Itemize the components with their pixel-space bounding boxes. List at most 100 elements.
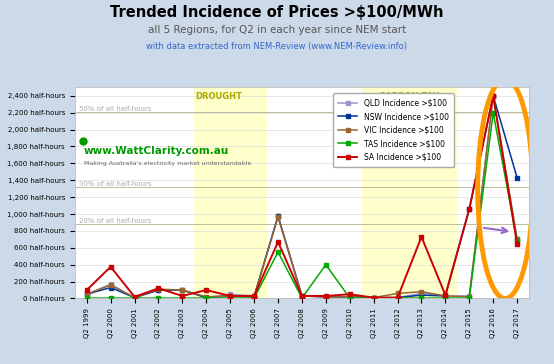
QLD Incidence >$100 xyxy=(370,296,377,300)
QLD Incidence >$100 xyxy=(442,294,449,298)
SA Incidence >$100 xyxy=(346,292,353,296)
TAS Incidence >$100 xyxy=(490,111,496,115)
NSW Incidence >$100 xyxy=(227,294,234,298)
SA Incidence >$100 xyxy=(227,294,234,298)
SA Incidence >$100 xyxy=(251,294,258,298)
Line: QLD Incidence >$100: QLD Incidence >$100 xyxy=(85,94,519,299)
Text: 30% of all half-hours: 30% of all half-hours xyxy=(79,181,152,187)
VIC Incidence >$100 xyxy=(442,294,449,298)
Text: CARBON TAX: CARBON TAX xyxy=(379,92,440,100)
VIC Incidence >$100 xyxy=(275,215,281,219)
VIC Incidence >$100 xyxy=(84,292,90,296)
TAS Incidence >$100 xyxy=(322,262,329,267)
NSW Incidence >$100 xyxy=(322,294,329,299)
SA Incidence >$100 xyxy=(179,294,186,298)
TAS Incidence >$100 xyxy=(299,296,305,300)
Bar xyxy=(194,87,266,298)
QLD Incidence >$100 xyxy=(466,294,473,298)
VIC Incidence >$100 xyxy=(394,291,401,296)
TAS Incidence >$100 xyxy=(275,250,281,254)
NSW Incidence >$100 xyxy=(179,288,186,292)
TAS Incidence >$100 xyxy=(84,296,90,300)
QLD Incidence >$100 xyxy=(131,296,138,300)
TAS Incidence >$100 xyxy=(251,296,258,300)
VIC Incidence >$100 xyxy=(131,296,138,300)
QLD Incidence >$100 xyxy=(179,288,186,292)
QLD Incidence >$100 xyxy=(275,214,281,218)
SA Incidence >$100 xyxy=(442,293,449,297)
TAS Incidence >$100 xyxy=(131,296,138,300)
QLD Incidence >$100 xyxy=(490,94,496,98)
NSW Incidence >$100 xyxy=(370,296,377,300)
QLD Incidence >$100 xyxy=(155,288,162,292)
TAS Incidence >$100 xyxy=(394,296,401,300)
VIC Incidence >$100 xyxy=(370,296,377,300)
SA Incidence >$100 xyxy=(203,288,209,292)
NSW Incidence >$100 xyxy=(490,94,496,98)
SA Incidence >$100 xyxy=(84,288,90,292)
TAS Incidence >$100 xyxy=(418,296,425,300)
TAS Incidence >$100 xyxy=(466,296,473,300)
SA Incidence >$100 xyxy=(322,294,329,298)
VIC Incidence >$100 xyxy=(155,287,162,291)
NSW Incidence >$100 xyxy=(131,296,138,300)
NSW Incidence >$100 xyxy=(299,294,305,298)
TAS Incidence >$100 xyxy=(370,296,377,300)
Bar xyxy=(362,87,458,298)
TAS Incidence >$100 xyxy=(203,296,209,300)
TAS Incidence >$100 xyxy=(107,296,114,300)
NSW Incidence >$100 xyxy=(346,294,353,299)
Line: VIC Incidence >$100: VIC Incidence >$100 xyxy=(85,94,519,299)
NSW Incidence >$100 xyxy=(107,285,114,290)
VIC Incidence >$100 xyxy=(514,237,520,242)
Text: all 5 Regions, for Q2 in each year since NEM start: all 5 Regions, for Q2 in each year since… xyxy=(148,25,406,35)
VIC Incidence >$100 xyxy=(346,294,353,299)
QLD Incidence >$100 xyxy=(346,294,353,299)
VIC Incidence >$100 xyxy=(107,283,114,287)
Text: 20% of all half-hours: 20% of all half-hours xyxy=(79,218,152,224)
SA Incidence >$100 xyxy=(275,240,281,244)
Line: SA Incidence >$100: SA Incidence >$100 xyxy=(85,94,519,299)
NSW Incidence >$100 xyxy=(275,214,281,218)
Text: Making Australia's electricity market understandable: Making Australia's electricity market un… xyxy=(84,161,251,166)
SA Incidence >$100 xyxy=(418,235,425,239)
NSW Incidence >$100 xyxy=(466,207,473,211)
QLD Incidence >$100 xyxy=(514,237,520,242)
VIC Incidence >$100 xyxy=(490,94,496,98)
QLD Incidence >$100 xyxy=(84,292,90,296)
Text: DROUGHT: DROUGHT xyxy=(195,92,242,100)
SA Incidence >$100 xyxy=(466,207,473,211)
NSW Incidence >$100 xyxy=(84,292,90,296)
NSW Incidence >$100 xyxy=(251,294,258,299)
QLD Incidence >$100 xyxy=(203,296,209,300)
VIC Incidence >$100 xyxy=(466,294,473,299)
TAS Incidence >$100 xyxy=(227,296,234,300)
Text: with data extracted from NEM-Review (www.NEM-Review.info): with data extracted from NEM-Review (www… xyxy=(146,42,408,51)
NSW Incidence >$100 xyxy=(203,296,209,300)
VIC Incidence >$100 xyxy=(203,294,209,299)
VIC Incidence >$100 xyxy=(179,288,186,292)
Line: NSW Incidence >$100: NSW Incidence >$100 xyxy=(85,94,519,299)
SA Incidence >$100 xyxy=(370,296,377,300)
SA Incidence >$100 xyxy=(490,94,496,98)
Text: 50% of all half-hours: 50% of all half-hours xyxy=(79,106,152,112)
TAS Incidence >$100 xyxy=(346,296,353,300)
QLD Incidence >$100 xyxy=(394,296,401,300)
NSW Incidence >$100 xyxy=(155,288,162,292)
TAS Incidence >$100 xyxy=(155,296,162,300)
VIC Incidence >$100 xyxy=(418,289,425,294)
VIC Incidence >$100 xyxy=(227,294,234,298)
QLD Incidence >$100 xyxy=(227,292,234,296)
SA Incidence >$100 xyxy=(155,286,162,290)
VIC Incidence >$100 xyxy=(322,294,329,299)
NSW Incidence >$100 xyxy=(394,296,401,300)
VIC Incidence >$100 xyxy=(251,294,258,299)
QLD Incidence >$100 xyxy=(322,294,329,299)
SA Incidence >$100 xyxy=(514,242,520,247)
NSW Incidence >$100 xyxy=(514,175,520,180)
QLD Incidence >$100 xyxy=(418,291,425,296)
QLD Incidence >$100 xyxy=(251,294,258,298)
SA Incidence >$100 xyxy=(131,294,138,299)
Legend: QLD Incidence >$100, NSW Incidence >$100, VIC Incidence >$100, TAS Incidence >$1: QLD Incidence >$100, NSW Incidence >$100… xyxy=(333,93,454,167)
TAS Incidence >$100 xyxy=(514,239,520,243)
